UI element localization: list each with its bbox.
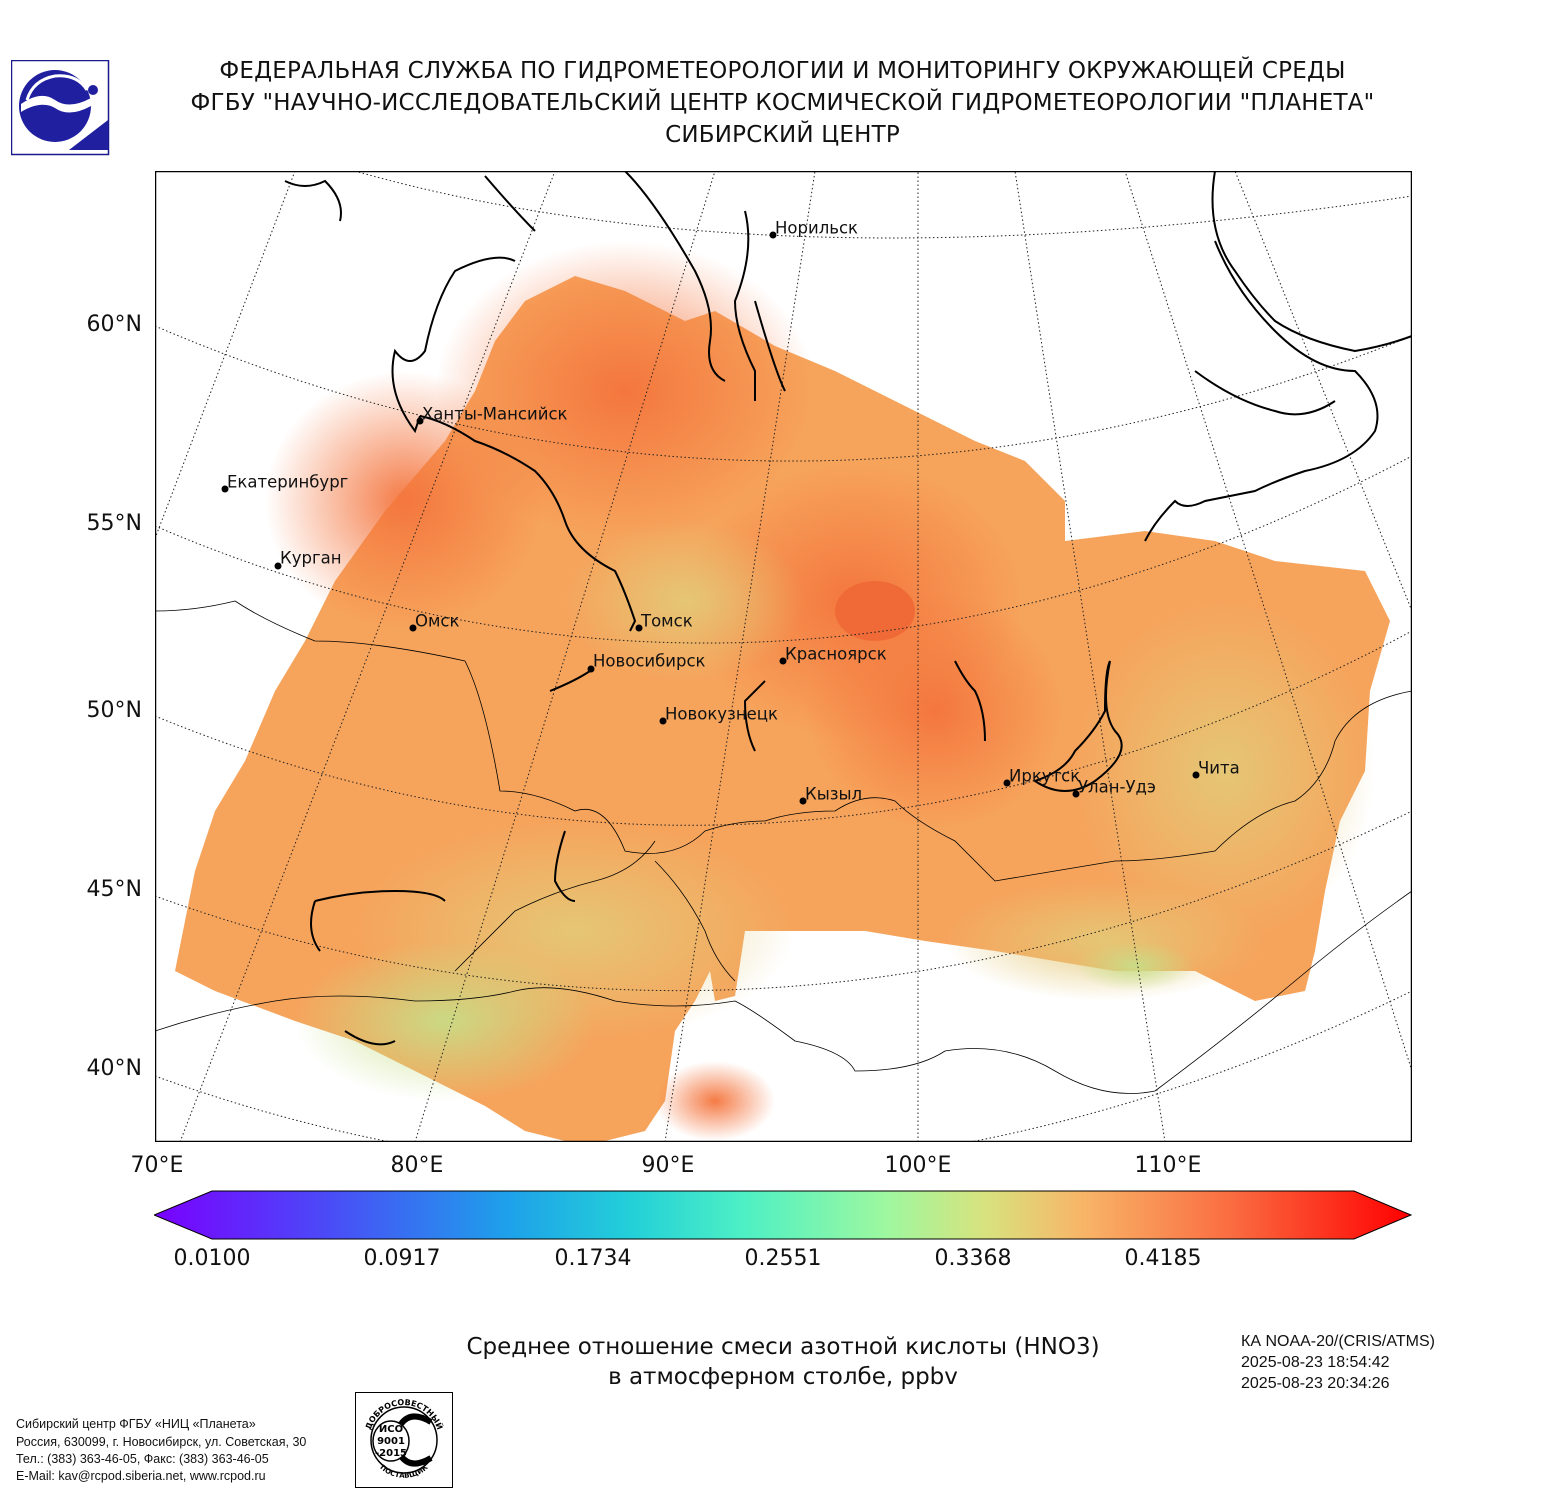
colorbar-tick-6: 0.4185 — [1124, 1246, 1202, 1271]
city-label-kyzyl: Кызыл — [805, 784, 863, 804]
satellite-name: КА NOAA-20/(CRIS/ATMS) — [1241, 1333, 1435, 1350]
city-dot-irkutsk — [1003, 779, 1011, 787]
city-label-yekaterinburg: Екатеринбург — [227, 472, 349, 492]
city-label-irkutsk: Иркутск — [1009, 766, 1081, 786]
city-label-novosibirsk: Новосибирск — [593, 651, 706, 671]
city-label-omsk: Омск — [415, 611, 460, 631]
footer-address: Россия, 630099, г. Новосибирск, ул. Сове… — [16, 1435, 307, 1449]
colorbar-tick-5: 0.3368 — [934, 1246, 1012, 1271]
city-dot-chita — [1192, 771, 1200, 779]
city-label-norilsk: Норильск — [775, 218, 859, 238]
city-label-kurgan: Курган — [280, 548, 342, 568]
city-dot-kyzyl — [799, 797, 807, 805]
header-line-1: ФЕДЕРАЛЬНАЯ СЛУЖБА ПО ГИДРОМЕТЕОРОЛОГИИ … — [219, 58, 1346, 84]
colorbar-tick-1: 0.0100 — [173, 1246, 251, 1271]
product-subtitle: в атмосферном столбе, ppbv — [608, 1364, 958, 1390]
city-dot-novokuznetsk — [659, 717, 667, 725]
iso-line-1: ИСО — [379, 1424, 403, 1435]
lon-label-80: 80°E — [390, 1153, 444, 1178]
city-label-chita: Чита — [1198, 758, 1240, 778]
lat-label-40: 40°N — [86, 1056, 142, 1081]
satellite-time-end: 2025-08-23 20:34:26 — [1241, 1375, 1390, 1392]
lon-label-110: 110°E — [1134, 1153, 1202, 1178]
lon-label-90: 90°E — [641, 1153, 695, 1178]
product-title: Среднее отношение смеси азотной кислоты … — [466, 1334, 1100, 1360]
lat-label-50: 50°N — [86, 698, 142, 723]
colorbar-tick-2: 0.0917 — [363, 1246, 441, 1271]
city-dot-ulan-ude — [1072, 790, 1080, 798]
city-dot-novosibirsk — [587, 665, 595, 673]
footer-email: E-Mail: kav@rcpod.siberia.net, www.rcpod… — [16, 1469, 266, 1483]
header-line-2: ФГБУ "НАУЧНО-ИССЛЕДОВАТЕЛЬСКИЙ ЦЕНТР КОС… — [190, 90, 1375, 116]
colorbar-tick-3: 0.1734 — [554, 1246, 632, 1271]
lon-label-70: 70°E — [130, 1153, 184, 1178]
city-dot-tomsk — [635, 624, 643, 632]
lat-label-55: 55°N — [86, 511, 142, 536]
lat-label-45: 45°N — [86, 877, 142, 902]
planeta-logo-icon — [11, 60, 110, 156]
city-label-krasnoyarsk: Красноярск — [785, 644, 887, 664]
iso-certification-badge: ДОБРОСОВЕСТНЫЙ ПОСТАВЩИК ИСО 9001 -2015 — [355, 1392, 453, 1488]
city-dot-khanty-mansiysk — [416, 417, 424, 425]
footer-org: Сибирский центр ФГБУ «НИЦ «Планета» — [16, 1417, 256, 1431]
iso-line-3: -2015 — [375, 1448, 407, 1459]
header-line-3: СИБИРСКИЙ ЦЕНТР — [665, 122, 900, 148]
city-dot-krasnoyarsk — [779, 657, 787, 665]
satellite-time-start: 2025-08-23 18:54:42 — [1241, 1354, 1390, 1371]
city-label-tomsk: Томск — [641, 611, 693, 631]
city-dot-norilsk — [769, 231, 777, 239]
lat-label-60: 60°N — [86, 312, 142, 337]
city-dot-yekaterinburg — [221, 485, 229, 493]
iso-line-2: 9001 — [377, 1436, 405, 1447]
lon-label-100: 100°E — [884, 1153, 952, 1178]
footer-phone: Тел.: (383) 363-46-05, Факс: (383) 363-4… — [16, 1452, 269, 1466]
map-panel — [155, 171, 1412, 1142]
city-dot-omsk — [409, 624, 417, 632]
colorbar-tick-4: 0.2551 — [744, 1246, 822, 1271]
colorbar — [154, 1190, 1412, 1240]
city-label-khanty-mansiysk: Ханты-Мансийск — [422, 404, 568, 424]
city-dot-kurgan — [274, 562, 282, 570]
city-label-novokuznetsk: Новокузнецк — [665, 704, 778, 724]
city-label-ulan-ude: Улан-Удэ — [1078, 777, 1156, 797]
